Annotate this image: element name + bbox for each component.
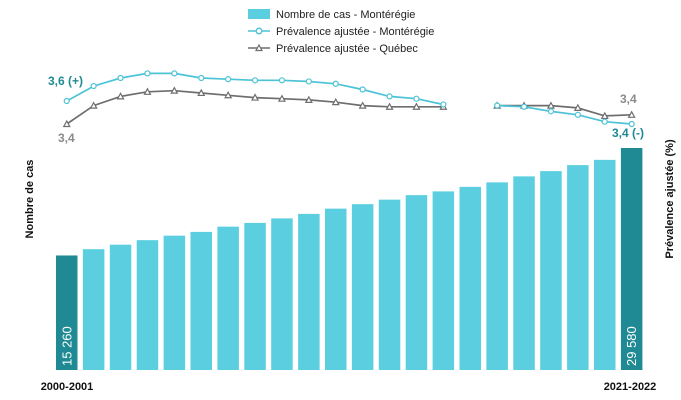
bar-label-first: 15 260: [59, 326, 74, 366]
legend: Nombre de cas - Montérégie Prévalence aj…: [248, 9, 434, 55]
bar-2014-2015: [432, 191, 455, 370]
point-quebec-2019-2020: [573, 103, 582, 111]
point-quebec-2021-2022: [627, 110, 636, 118]
point-quebec-2000-2001: [62, 119, 71, 128]
point-quebec-2013-2014: [412, 102, 421, 110]
bar-2003-2004: [136, 240, 159, 370]
legend-swatch-bars: [248, 9, 270, 19]
point-monteregie-2009-2010: [305, 78, 312, 85]
point-quebec-2007-2008: [251, 93, 260, 101]
point-monteregie-2014-2015: [440, 101, 447, 108]
point-monteregie-2021-2022: [628, 120, 635, 128]
point-monteregie-2010-2011: [332, 80, 339, 87]
bar-2020-2021: [594, 159, 616, 370]
point-monteregie-2006-2007: [225, 76, 232, 83]
bar-label-last: 29 580: [624, 326, 639, 366]
point-monteregie-2000-2001: [63, 97, 70, 105]
legend-label-monteregie: Prévalence ajustée - Montérégie: [276, 26, 434, 38]
annotation-monteregie-last: 3,4 (-): [612, 126, 644, 140]
bar-2001-2002: [82, 249, 105, 370]
point-monteregie-2016-2017: [494, 102, 501, 109]
point-monteregie-2011-2012: [359, 86, 366, 93]
line-quebec-segment-1: [497, 104, 632, 117]
point-quebec-2008-2009: [277, 94, 286, 102]
point-monteregie-2007-2008: [251, 77, 259, 84]
bar-2000-2001: [56, 255, 78, 370]
legend-label-bars: Nombre de cas - Montérégie: [276, 9, 415, 21]
point-monteregie-2018-2019: [547, 108, 555, 115]
annotation-monteregie-first: 3,6 (+): [48, 74, 83, 88]
bar-2016-2017: [486, 182, 508, 370]
y-axis-title-right: Prévalence ajustée (%): [664, 139, 676, 259]
bar-2004-2005: [163, 235, 186, 370]
prevalence-lines: [62, 70, 636, 128]
bar-2002-2003: [109, 244, 132, 370]
bar-2011-2012: [351, 204, 374, 370]
point-quebec-2004-2005: [170, 86, 179, 94]
point-quebec-2020-2021: [600, 111, 609, 120]
point-monteregie-2017-2018: [520, 103, 528, 110]
point-quebec-2003-2004: [143, 87, 152, 95]
annotation-quebec-first: 3,4: [58, 131, 75, 145]
point-monteregie-2004-2005: [171, 70, 178, 77]
point-monteregie-2002-2003: [117, 74, 124, 82]
annotation-quebec-last: 3,4: [620, 92, 637, 106]
x-label-first: 2000-2001: [41, 381, 94, 393]
point-monteregie-2001-2002: [90, 82, 97, 90]
bar-labels: 15 260 29 580: [59, 326, 639, 366]
bar-2007-2008: [244, 222, 266, 370]
bar-2006-2007: [217, 226, 239, 370]
point-quebec-2012-2013: [385, 102, 394, 110]
point-monteregie-2005-2006: [198, 74, 205, 82]
bar-2015-2016: [459, 186, 481, 370]
point-monteregie-2003-2004: [144, 70, 151, 77]
point-quebec-2009-2010: [304, 95, 313, 103]
point-monteregie-2013-2014: [413, 95, 420, 102]
point-quebec-2002-2003: [116, 92, 125, 100]
line-monteregie-segment-1: [497, 104, 632, 125]
bar-2012-2013: [378, 199, 401, 370]
point-quebec-2005-2006: [197, 88, 206, 97]
point-quebec-2001-2002: [89, 101, 98, 109]
bar-2021-2022: [620, 148, 643, 370]
y-axis-title-left: Nombre de cas: [24, 160, 36, 239]
bar-2008-2009: [271, 218, 293, 370]
legend-label-quebec: Prévalence ajustée - Québec: [276, 43, 418, 55]
legend-marker-monteregie: [255, 27, 263, 35]
bar-2009-2010: [298, 213, 320, 370]
point-monteregie-2020-2021: [601, 118, 608, 125]
point-monteregie-2008-2009: [278, 77, 286, 84]
bar-2018-2019: [540, 171, 562, 370]
bar-2017-2018: [513, 176, 535, 370]
point-monteregie-2019-2020: [574, 111, 581, 118]
bar-2013-2014: [405, 195, 428, 370]
bar-2019-2020: [567, 165, 589, 370]
bar-2005-2006: [190, 231, 212, 370]
bars: [56, 148, 643, 370]
legend-marker-quebec: [254, 43, 264, 52]
point-quebec-2018-2019: [546, 101, 555, 109]
x-label-last: 2021-2022: [604, 381, 657, 393]
point-quebec-2006-2007: [224, 90, 233, 99]
point-quebec-2010-2011: [331, 97, 340, 106]
bar-2010-2011: [325, 208, 347, 370]
point-quebec-2011-2012: [358, 101, 367, 109]
point-monteregie-2012-2013: [386, 93, 393, 100]
